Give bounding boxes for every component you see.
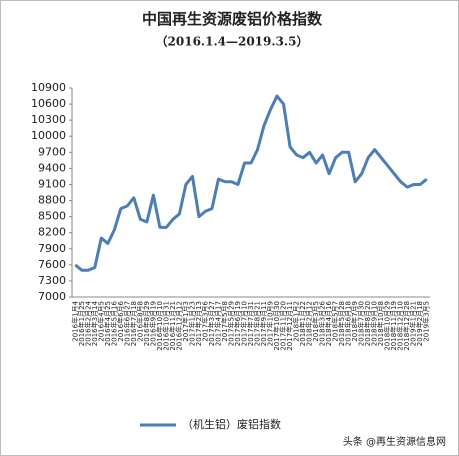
x-tick-label: 2018年6月18 (344, 301, 353, 346)
x-tick-label: 2016年8月29 (142, 301, 151, 346)
x-tick-label: 2016年4月5 (96, 301, 105, 342)
x-tick-label: 2017年4月17 (213, 301, 222, 346)
x-tick-label: 2016年9月19 (148, 301, 157, 346)
data-line (74, 94, 428, 272)
x-tick-label: 2016年8月8 (135, 301, 144, 342)
x-tick-label: 2018年5月28 (337, 301, 346, 346)
y-tick-label: 10300 (31, 113, 66, 126)
x-tick-label: 2018年12月28 (402, 301, 411, 351)
x-tick-label: 2016年7月18 (129, 301, 138, 346)
x-tick-label: 2019年2月18 (415, 301, 424, 346)
x-tick-label: 2017年3月27 (207, 301, 216, 346)
x-tick-label: 2017年10月30 (272, 301, 281, 351)
y-tick-label: 9400 (38, 161, 66, 174)
x-tick-label: 2016年11月21 (168, 301, 177, 351)
x-tick-label: 2018年2月12 (305, 301, 314, 346)
x-tick-label: 2017年1月23 (187, 301, 196, 346)
x-tick-label: 2016年12月12 (174, 301, 183, 351)
x-tick-label: 2016年6月27 (122, 301, 131, 346)
legend-label: （机生铝）废铝指数 (182, 417, 281, 431)
x-tick-label: 2017年7月31 (246, 301, 255, 346)
x-tick-label: 2018年4月16 (324, 300, 333, 346)
x-tick-label: 2018年7月9 (350, 301, 359, 342)
chart-subtitle: （2016.1.4—2019.3.5） (156, 34, 309, 49)
watermark: 头条 @再生资源信息网 (343, 435, 446, 448)
x-tick-label: 2016年3月14 (90, 300, 99, 346)
x-tick-label: 2018年10月8 (376, 301, 385, 346)
x-tick-label: 2017年1月3 (181, 301, 190, 342)
x-tick-label: 2018年3月26 (318, 300, 327, 346)
x-tick-label: 2018年11月19 (389, 301, 398, 351)
x-tick-label: 2016年1月4 (70, 300, 79, 341)
y-tick-label: 10900 (31, 81, 66, 94)
y-tick-label: 7900 (38, 242, 66, 255)
y-tick-label: 7000 (38, 290, 66, 303)
y-tick-label: 8800 (38, 194, 66, 207)
x-tick-label: 2017年2月13 (194, 301, 203, 346)
y-tick-label: 10600 (31, 97, 66, 110)
y-tick-label: 8500 (38, 210, 66, 223)
x-tick-label: 2016年10月10 (155, 301, 164, 351)
x-tick-label: 2018年1月22 (298, 301, 307, 346)
x-tick-label: 2017年11月20 (279, 301, 288, 351)
x-tick-label: 2017年9月11 (259, 301, 268, 346)
x-tick-label: 2018年1月2 (292, 301, 301, 342)
y-tick-label: 9700 (38, 145, 66, 158)
x-tick-label: 2017年3月6 (200, 300, 209, 341)
x-tick-label: 2017年10月9 (266, 301, 275, 346)
y-tick-label: 10000 (31, 129, 66, 142)
x-tick-label: 2016年2月24 (83, 300, 92, 346)
y-tick-label: 7300 (38, 274, 66, 287)
x-tick-label: 2016年6月6 (116, 300, 125, 341)
x-tick-label: 2018年10月29 (383, 301, 392, 351)
x-tick-label: 2018年5月7 (331, 301, 340, 342)
x-tick-label: 2019年3月5 (422, 301, 431, 342)
x-tick-label: 2017年7月10 (239, 301, 248, 346)
x-tick-label: 2018年8月20 (363, 301, 372, 346)
x-tick-label: 2016年5月16 (109, 300, 118, 346)
x-tick-label: 2018年12月10 (396, 301, 405, 351)
y-tick-label: 7600 (38, 258, 66, 271)
x-tick-label: 2017年8月21 (253, 301, 262, 346)
x-tick-label: 2017年12月11 (285, 301, 294, 351)
x-tick-label: 2016年10月31 (161, 301, 170, 351)
x-tick-label: 2019年1月21 (409, 301, 418, 346)
x-tick-label: 2017年5月8 (220, 301, 229, 342)
y-tick-label: 8200 (38, 226, 66, 239)
x-tick-label: 2017年5月29 (226, 301, 235, 346)
x-tick-label: 2017年6月19 (233, 301, 242, 346)
x-tick-label: 2016年1月25 (77, 301, 86, 346)
x-tick-label: 2018年7月30 (357, 301, 366, 346)
x-tick-label: 2018年3月5 (311, 301, 320, 342)
chart-title: 中国再生资源废铝价格指数 (142, 10, 323, 28)
x-tick-label: 2016年4月25 (103, 301, 112, 346)
x-tick-label: 2018年9月10 (370, 301, 379, 346)
y-tick-label: 9100 (38, 177, 66, 190)
